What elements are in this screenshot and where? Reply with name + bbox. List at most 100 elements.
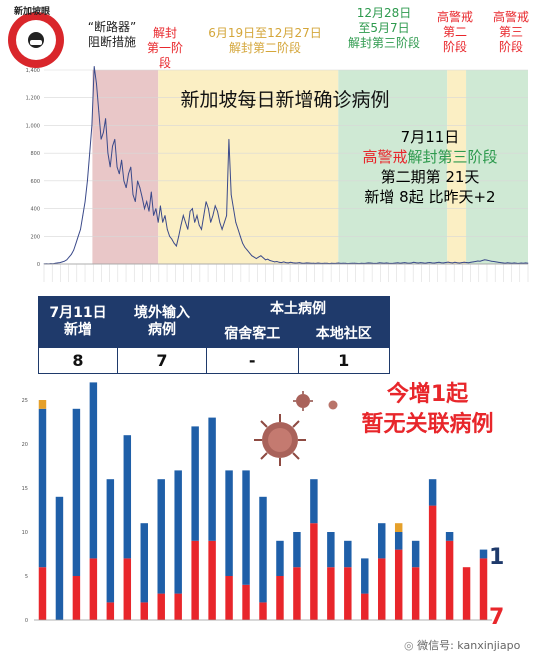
daily-case-point <box>253 256 255 258</box>
header-local: 本土病例 <box>206 296 390 323</box>
daily-case-point <box>80 228 81 230</box>
daily-case-point <box>509 262 511 264</box>
daily-case-point <box>178 235 180 237</box>
daily-case-point <box>260 255 262 257</box>
daily-case-point <box>112 145 113 147</box>
daily-case-point <box>326 262 328 264</box>
daily-case-point <box>312 262 314 264</box>
status-infobox: 7月11日 高警戒解封第三阶段 第二期第 21天 新增 8起 比昨天+2 <box>335 127 525 207</box>
bar-y-tick-label-2: 10 <box>22 530 28 536</box>
bar-segment-s1-24 <box>445 532 454 541</box>
daily-case-point <box>422 262 424 264</box>
daily-case-point <box>221 228 223 230</box>
daily-case-point <box>68 256 70 258</box>
daily-case-point <box>96 83 97 85</box>
daily-case-point <box>84 201 86 203</box>
bar-segment-s0-3 <box>89 558 98 620</box>
daily-case-point <box>189 210 191 212</box>
infobox-new-cases-line: 新增 8起 比昨天+2 <box>364 188 496 206</box>
wechat-watermark: ◎ 微信号: kanxinjiapo <box>404 637 520 653</box>
headline: 今增1起 暂无关联病例 <box>325 380 530 440</box>
value-total: 8 <box>38 347 118 374</box>
daily-case-point <box>360 262 362 264</box>
daily-case-point <box>285 262 287 264</box>
daily-case-point <box>493 261 495 262</box>
bar-segment-s1-5 <box>123 435 132 559</box>
daily-case-point <box>354 262 355 264</box>
daily-case-point <box>447 261 449 263</box>
bar-segment-s0-11 <box>225 576 233 620</box>
daily-case-point <box>235 222 237 223</box>
daily-case-point <box>420 262 422 264</box>
mask-face-icon <box>28 32 44 48</box>
daily-case-point <box>470 261 472 263</box>
daily-case-point <box>367 262 369 264</box>
daily-case-point <box>344 262 346 264</box>
daily-case-point <box>463 261 465 263</box>
chart-title: 新加坡每日新增确诊病例 <box>180 89 389 111</box>
daily-case-point <box>171 238 173 240</box>
value-imported: 7 <box>117 347 207 374</box>
daily-case-point <box>484 259 486 261</box>
daily-case-point <box>365 262 367 264</box>
bar-segment-s1-8 <box>174 470 182 594</box>
daily-case-point <box>395 262 396 264</box>
bar-y-tick-label-0: 0 <box>25 618 28 624</box>
daily-case-point <box>452 262 454 264</box>
daily-case-point <box>472 261 474 263</box>
daily-case-point <box>166 228 168 230</box>
daily-case-point <box>116 166 118 168</box>
bar-segment-s0-13 <box>259 602 267 620</box>
bar-segment-s0-20 <box>378 558 386 620</box>
daily-case-point <box>443 262 444 264</box>
header-community: 本地社区 <box>297 321 390 349</box>
wechat-icon: ◎ <box>404 639 418 652</box>
daily-case-point <box>449 262 451 264</box>
y-tick-label-3: 600 <box>30 179 40 185</box>
daily-case-point <box>246 249 248 251</box>
daily-case-point <box>182 215 184 216</box>
daily-case-point <box>198 224 200 226</box>
daily-case-point <box>205 201 207 203</box>
daily-case-point <box>379 262 381 264</box>
daily-case-point <box>525 262 527 264</box>
daily-case-point <box>438 261 440 263</box>
daily-case-point <box>527 262 529 264</box>
daily-case-point <box>481 260 483 261</box>
bar-segment-s0-15 <box>293 567 301 620</box>
daily-case-point <box>475 261 476 262</box>
bar-segment-s1-1 <box>55 496 64 620</box>
daily-case-point <box>125 187 127 189</box>
daily-case-point <box>520 262 522 264</box>
daily-case-point <box>191 208 193 209</box>
daily-case-point <box>386 262 387 264</box>
infobox-phase-line: 高警戒解封第三阶段 <box>335 147 525 167</box>
bar-y-tick-label-5: 25 <box>22 398 28 404</box>
daily-case-point <box>404 262 406 264</box>
daily-case-point <box>465 262 467 263</box>
daily-case-point <box>144 208 145 209</box>
daily-case-point <box>408 262 410 264</box>
daily-case-point <box>114 138 116 140</box>
daily-case-point <box>491 260 492 262</box>
daily-case-point <box>251 255 253 257</box>
bar-y-tick-label-3: 15 <box>22 486 28 492</box>
daily-case-point <box>516 262 517 264</box>
daily-case-point <box>162 222 164 223</box>
daily-case-point <box>486 259 488 261</box>
daily-case-point <box>59 262 61 264</box>
bar-segment-s1-4 <box>106 479 115 603</box>
daily-case-point <box>479 260 481 262</box>
daily-case-point <box>155 208 157 209</box>
daily-case-point <box>146 201 148 203</box>
daily-case-point <box>370 262 371 264</box>
daily-case-point <box>319 262 321 264</box>
daily-case-point <box>77 235 79 237</box>
infobox-phase-green: 解封第三阶段 <box>407 148 498 166</box>
bar-segment-s1-18 <box>344 540 352 568</box>
daily-case-point <box>274 261 275 263</box>
bar-segment-s1-6 <box>140 523 148 603</box>
bar-segment-s0-12 <box>242 584 250 620</box>
daily-case-point <box>102 131 104 133</box>
daily-case-point <box>397 262 399 264</box>
